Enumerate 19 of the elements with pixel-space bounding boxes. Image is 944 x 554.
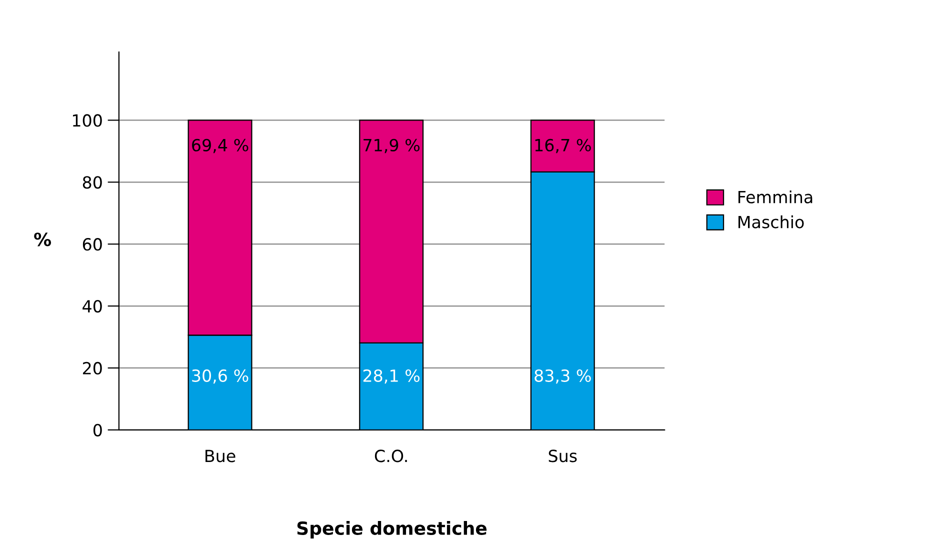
- y-tick-label: 0: [93, 424, 102, 436]
- data-label: 83,3 %: [534, 369, 591, 384]
- y-tick-label: 20: [82, 362, 102, 375]
- x-tick-label: Sus: [548, 450, 577, 462]
- y-tick-label: 100: [72, 114, 102, 127]
- x-tick-label: Bue: [206, 450, 236, 462]
- x-tick-label: C.O.: [374, 450, 407, 462]
- y-axis-title: %: [34, 232, 52, 246]
- y-tick-label: 40: [82, 300, 102, 313]
- data-label: 30,6 %: [192, 369, 248, 384]
- data-label: 71,9 %: [364, 138, 420, 154]
- legend-label: Maschio: [738, 215, 804, 228]
- x-axis-title: Specie domestiche: [297, 521, 487, 539]
- legend-label: Femmina: [738, 190, 812, 204]
- data-label: 16,7 %: [535, 138, 591, 154]
- data-label: 69,4 %: [192, 138, 248, 154]
- data-label: 28,1 %: [363, 369, 420, 384]
- y-tick-label: 80: [82, 176, 102, 189]
- y-tick-label: 60: [82, 238, 102, 251]
